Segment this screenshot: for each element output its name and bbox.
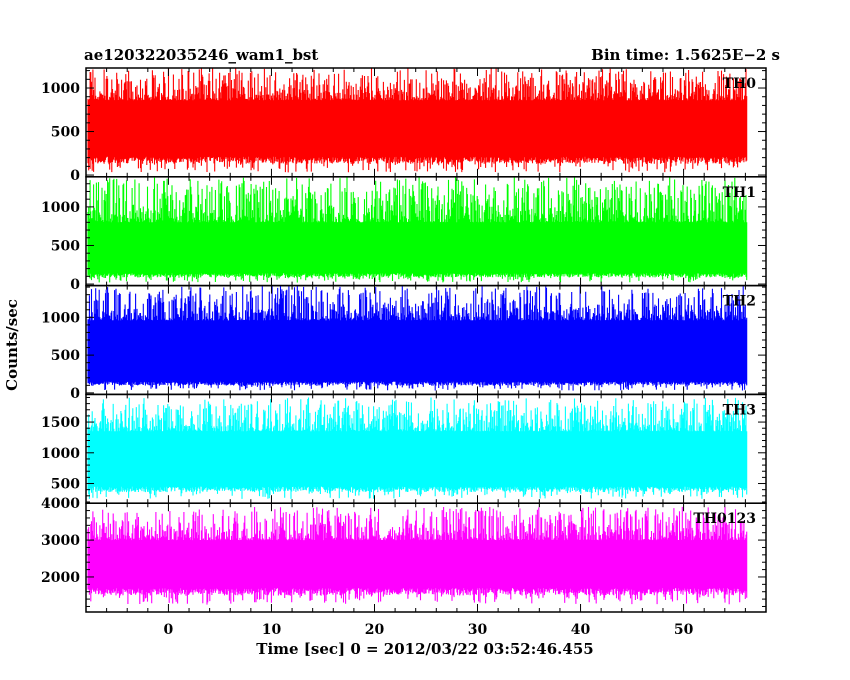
x-tick-label: 0 (164, 622, 174, 638)
panel-label-th2: TH2 (723, 294, 756, 310)
panel-frame (85, 502, 767, 613)
x-axis-label: Time [sec] 0 = 2012/03/22 03:52:46.455 (256, 640, 593, 658)
y-tick-label: 1000 (41, 310, 80, 326)
y-tick-label: 1500 (41, 415, 80, 431)
y-tick-label: 1000 (41, 81, 80, 97)
series-th3 (87, 397, 748, 499)
series-th0123 (87, 506, 748, 605)
y-tick-label: 0 (70, 386, 80, 402)
x-tick-label: 20 (365, 622, 385, 638)
y-tick-label: 500 (51, 125, 80, 141)
y-tick-label: 0 (70, 277, 80, 293)
panel-th0123: 2000 3000 4000 TH0123 (41, 496, 767, 613)
panel-th1: 0 500 1000 TH1 (41, 176, 767, 293)
y-axis-label: Counts/sec (3, 299, 21, 391)
y-tick-label: 500 (51, 238, 80, 254)
panel-label-th1: TH1 (723, 185, 756, 201)
x-tick-label: 50 (674, 622, 694, 638)
y-tick-label: 2000 (41, 570, 80, 586)
y-tick-label: 3000 (41, 533, 80, 549)
panel-th0: 0 500 1000 TH0 (41, 67, 767, 184)
y-tick-label: 4000 (41, 496, 80, 512)
panel-label-th0123: TH0123 (693, 511, 756, 527)
panel-label-th0: TH0 (723, 76, 757, 92)
y-tick-label: 500 (51, 348, 80, 364)
y-tick-label: 0 (70, 168, 80, 184)
chart-title: ae120322035246_wam1_bst (84, 46, 318, 64)
panel-th2: 0 500 1000 TH2 (41, 284, 767, 402)
bin-time-label: Bin time: 1.5625E−2 s (591, 46, 780, 64)
panel-label-th3: TH3 (723, 402, 756, 418)
panel-th3: 500 1000 1500 TH3 (41, 393, 767, 504)
x-tick-label: 40 (571, 622, 591, 638)
series-th1 (87, 176, 748, 283)
series-th0 (87, 68, 748, 173)
x-tick-label: 30 (468, 622, 488, 638)
y-tick-label: 1000 (41, 200, 80, 216)
y-tick-label: 1000 (41, 446, 80, 462)
x-tick-label: 10 (262, 622, 282, 638)
y-tick-label: 500 (51, 477, 80, 493)
series-th2 (87, 285, 748, 391)
